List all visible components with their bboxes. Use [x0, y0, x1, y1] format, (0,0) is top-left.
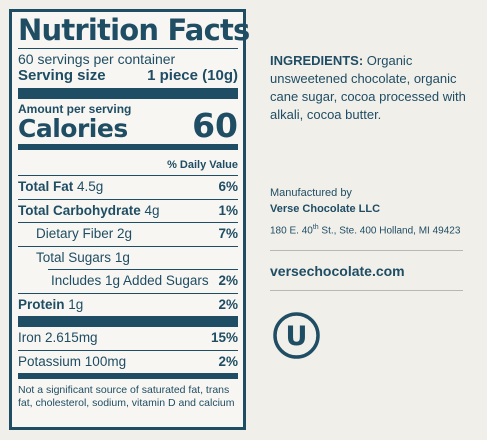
ou-kosher-letter: U	[286, 321, 308, 352]
nutrient-row-added-sugars: Includes 1g Added Sugars 2%	[18, 270, 238, 294]
nutrient-row-total-carbohydrate: Total Carbohydrate 4g 1%	[18, 200, 238, 223]
divider	[270, 290, 463, 291]
medium-divider	[18, 144, 238, 150]
thick-divider	[18, 316, 238, 327]
ingredients-heading: INGREDIENTS:	[270, 53, 364, 68]
nutrition-facts-title: Nutrition Facts	[18, 13, 250, 47]
calories-value: 60	[192, 106, 238, 145]
nutrient-dv: 2%	[218, 296, 238, 312]
servings-per-container: 60 servings per container	[18, 51, 176, 67]
nutrition-facts-panel: Nutrition Facts 60 servings per containe…	[9, 9, 250, 430]
nutrient-dv: 2%	[218, 353, 238, 369]
manufacturer-name: Verse Chocolate LLC	[270, 203, 381, 215]
calories-label: Calories	[18, 114, 128, 143]
ingredients-text: Organic unsweetened chocolate, organic c…	[270, 53, 466, 122]
nutrient-name: Potassium	[18, 353, 82, 369]
website: versechocolate.com	[270, 263, 405, 279]
nutrient-dv: 7%	[218, 226, 238, 241]
nutrient-name: Dietary Fiber	[36, 226, 114, 241]
nutrient-row-dietary-fiber: Dietary Fiber 2g 7%	[18, 223, 238, 247]
serving-size-value: 1 piece (10g)	[147, 67, 238, 84]
footnote: Not a significant source of saturated fa…	[18, 384, 235, 409]
ou-kosher-icon: U	[273, 312, 320, 359]
nutrient-amount: 1g	[114, 249, 130, 265]
nutrient-row-iron: Iron 2.615mg 15%	[18, 327, 238, 351]
manufacturer-address: 180 E. 40th St., Ste. 400 Holland, MI 49…	[270, 224, 461, 237]
nutrient-name: Total Sugars	[36, 249, 112, 265]
nutrient-row-potassium: Potassium 100mg 2%	[18, 351, 238, 374]
nutrient-dv: 6%	[218, 179, 238, 194]
nutrient-amount: 1g	[68, 296, 84, 312]
serving-size: Serving size 1 piece (10g)	[18, 67, 238, 85]
amount-per-serving: Amount per serving	[18, 102, 132, 116]
nutrient-row-total-fat: Total Fat 4.5g 6%	[18, 176, 238, 200]
nutrient-dv: 15%	[210, 330, 238, 345]
nutrient-name: Protein	[18, 296, 65, 312]
nutrient-name: Includes 1g Added Sugars	[51, 273, 209, 288]
divider	[270, 250, 463, 251]
nutrient-amount: 4g	[144, 202, 160, 218]
thick-divider	[18, 88, 238, 99]
divider	[18, 48, 238, 49]
nutrient-amount: 2g	[117, 226, 133, 241]
nutrient-row-total-sugars: Total Sugars 1g	[18, 247, 238, 270]
nutrient-amount: 100mg	[84, 353, 127, 369]
nutrient-amount: 2.615mg	[45, 330, 98, 345]
nutrient-dv: 1%	[218, 202, 238, 218]
ingredients: INGREDIENTS: Organic unsweetened chocola…	[270, 52, 470, 124]
sugars-subdivider	[48, 269, 238, 270]
nutrient-amount: 4.5g	[77, 179, 104, 194]
calories-row: Calories 60	[18, 109, 238, 143]
medium-divider	[18, 373, 238, 379]
nutrient-row-protein: Protein 1g 2%	[18, 294, 238, 317]
nutrient-name: Total Fat	[18, 179, 74, 194]
serving-size-label: Serving size	[18, 67, 106, 84]
daily-value-header: % Daily Value	[18, 153, 238, 176]
manufactured-by: Manufactured by	[270, 187, 352, 199]
nutrient-name: Iron	[18, 330, 42, 345]
nutrient-dv: 2%	[218, 273, 238, 288]
nutrient-name: Total Carbohydrate	[18, 202, 141, 218]
